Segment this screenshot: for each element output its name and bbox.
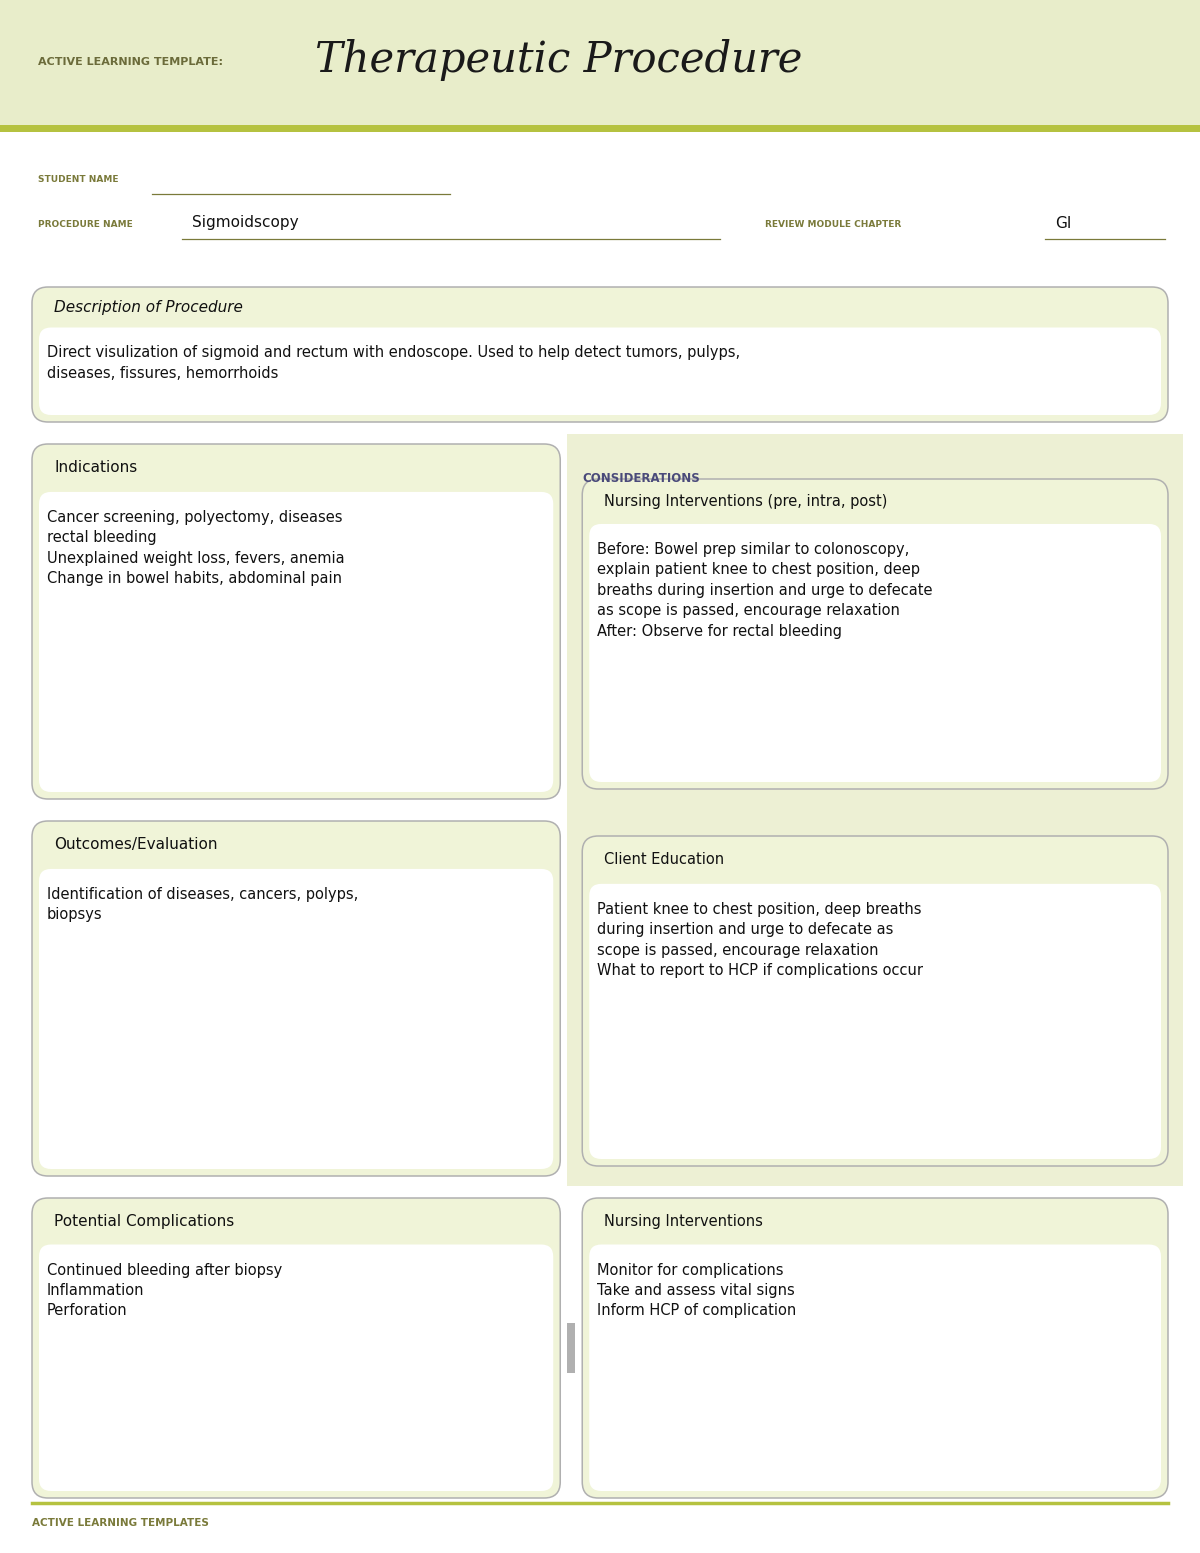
Text: GI: GI	[1055, 216, 1072, 230]
Text: CONSIDERATIONS: CONSIDERATIONS	[582, 472, 700, 486]
Text: Cancer screening, polyectomy, diseases
rectal bleeding
Unexplained weight loss, : Cancer screening, polyectomy, diseases r…	[47, 509, 344, 585]
Text: STUDENT NAME: STUDENT NAME	[38, 175, 119, 185]
Text: REVIEW MODULE CHAPTER: REVIEW MODULE CHAPTER	[766, 221, 901, 230]
Text: Before: Bowel prep similar to colonoscopy,
explain patient knee to chest positio: Before: Bowel prep similar to colonoscop…	[598, 542, 932, 638]
Text: Identification of diseases, cancers, polyps,
biopsys: Identification of diseases, cancers, pol…	[47, 887, 359, 922]
FancyBboxPatch shape	[38, 870, 553, 1169]
FancyBboxPatch shape	[32, 822, 560, 1176]
Text: Outcomes/Evaluation: Outcomes/Evaluation	[54, 837, 217, 853]
FancyBboxPatch shape	[589, 523, 1162, 783]
Text: Description of Procedure: Description of Procedure	[54, 300, 242, 315]
Text: Potential Complications: Potential Complications	[54, 1214, 234, 1228]
FancyBboxPatch shape	[38, 1244, 553, 1491]
Text: ACTIVE LEARNING TEMPLATES: ACTIVE LEARNING TEMPLATES	[32, 1517, 209, 1528]
FancyBboxPatch shape	[582, 1197, 1168, 1499]
Text: Patient knee to chest position, deep breaths
during insertion and urge to defeca: Patient knee to chest position, deep bre…	[598, 902, 923, 978]
Text: Nursing Interventions (pre, intra, post): Nursing Interventions (pre, intra, post)	[605, 494, 888, 509]
Text: Nursing Interventions: Nursing Interventions	[605, 1214, 763, 1228]
FancyBboxPatch shape	[32, 444, 560, 798]
Text: Client Education: Client Education	[605, 853, 725, 868]
Text: ACTIVE LEARNING TEMPLATE:: ACTIVE LEARNING TEMPLATE:	[38, 57, 223, 67]
Bar	[568, 433, 1183, 1186]
Bar	[568, 1323, 575, 1373]
Text: Continued bleeding after biopsy
Inflammation
Perforation: Continued bleeding after biopsy Inflamma…	[47, 1263, 282, 1318]
FancyBboxPatch shape	[589, 884, 1162, 1159]
Text: PROCEDURE NAME: PROCEDURE NAME	[38, 221, 133, 230]
FancyBboxPatch shape	[582, 478, 1168, 789]
FancyBboxPatch shape	[582, 836, 1168, 1166]
FancyBboxPatch shape	[589, 1244, 1162, 1491]
Bar	[0, 0, 1200, 124]
Text: Direct visulization of sigmoid and rectum with endoscope. Used to help detect tu: Direct visulization of sigmoid and rectu…	[47, 345, 740, 380]
FancyBboxPatch shape	[32, 1197, 560, 1499]
Text: Monitor for complications
Take and assess vital signs
Inform HCP of complication: Monitor for complications Take and asses…	[598, 1263, 797, 1318]
Bar	[0, 124, 1200, 132]
FancyBboxPatch shape	[32, 287, 1168, 422]
FancyBboxPatch shape	[38, 492, 553, 792]
Text: Indications: Indications	[54, 460, 137, 475]
Text: Sigmoidscopy: Sigmoidscopy	[192, 216, 299, 230]
FancyBboxPatch shape	[38, 328, 1162, 415]
Text: Therapeutic Procedure: Therapeutic Procedure	[314, 39, 803, 81]
